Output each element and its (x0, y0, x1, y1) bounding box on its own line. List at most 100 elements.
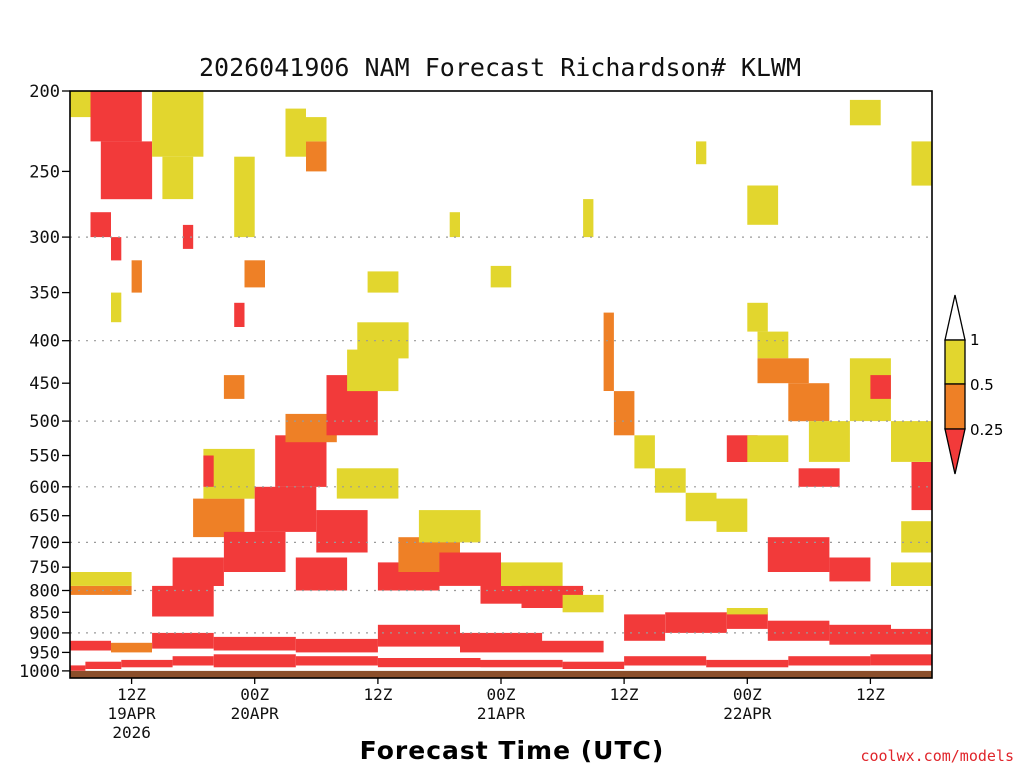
ri-cell-78 (829, 557, 871, 582)
ri-cell-99 (234, 302, 245, 327)
ri-cell-56 (162, 156, 194, 200)
ri-cell-11 (788, 656, 871, 666)
ri-cell-82 (911, 462, 932, 511)
ri-cell-68 (716, 498, 748, 532)
ri-cell-3 (172, 656, 214, 666)
ri-cell-19 (460, 632, 543, 653)
ri-cell-8 (562, 661, 625, 669)
legend-label-1: 1 (970, 331, 980, 349)
x-tick-label-2: 12Z (363, 685, 392, 704)
ri-cell-31 (172, 557, 224, 586)
ri-cell-17 (295, 638, 378, 653)
ri-cell-32 (193, 498, 245, 538)
ri-cell-91 (234, 156, 255, 238)
ri-cell-81 (891, 421, 932, 462)
ri-cell-2 (121, 659, 173, 668)
ri-cell-7 (480, 659, 563, 668)
y-tick-label-250: 250 (29, 162, 60, 182)
ri-cell-25 (767, 620, 830, 641)
ri-cell-26 (829, 624, 891, 645)
ri-cell-94 (203, 455, 214, 487)
ri-cell-95 (285, 108, 306, 157)
legend-label-0.25: 0.25 (970, 421, 1003, 439)
ri-cell-85 (849, 99, 881, 126)
ri-cell-58 (111, 237, 122, 261)
ri-cell-36 (275, 435, 327, 487)
ri-cell-34 (223, 531, 286, 572)
ri-cell-96 (131, 260, 142, 293)
ri-cell-83 (901, 521, 932, 553)
ri-cell-87 (747, 185, 779, 225)
data-cells (70, 91, 932, 678)
ri-cell-23 (726, 612, 768, 629)
legend-swatch-0.5-1 (944, 339, 966, 385)
y-tick-label-950: 950 (29, 643, 60, 663)
ri-cell-74 (788, 383, 830, 422)
legend: 1 0.5 0.25 (944, 294, 1003, 475)
ri-cell-13 (70, 640, 111, 651)
x-tick-date-3: 21APR (477, 704, 526, 723)
legend-arrow-bottom (944, 428, 966, 475)
ri-cell-84 (891, 562, 932, 586)
ri-cell-46 (418, 510, 481, 543)
ri-cell-12 (870, 654, 932, 666)
ri-cell-66 (654, 468, 686, 493)
x-tick-date-1: 20APR (231, 704, 280, 723)
ri-cell-4 (213, 654, 296, 668)
ri-cell-22 (665, 612, 727, 633)
ri-cell-55 (152, 91, 204, 157)
ri-cell-86 (911, 141, 932, 186)
y-tick-label-500: 500 (29, 412, 60, 432)
ri-cell-38 (295, 557, 348, 591)
ri-cell-51 (562, 594, 604, 613)
ri-cell-97 (182, 224, 194, 249)
legend-label-0.5: 0.5 (970, 376, 994, 394)
ri-cell-73 (757, 358, 809, 384)
y-tick-label-750: 750 (29, 558, 60, 578)
ri-cell-28 (70, 585, 132, 595)
ri-cell-27 (891, 628, 932, 645)
ri-cell-53 (100, 141, 153, 200)
legend-swatch-0.25-0.5 (944, 383, 966, 430)
y-tick-label-350: 350 (29, 284, 60, 304)
ri-cell-72 (747, 302, 768, 332)
ri-cell-16 (213, 636, 296, 651)
x-tick-label-3: 00Z (487, 685, 516, 704)
ri-cell-21 (624, 614, 666, 641)
y-axis: 200 250 300 350 400 450 500 550 600 650 700 750 8008… (19, 82, 70, 682)
y-tick-label-400: 400 (29, 332, 60, 352)
ri-cell-39 (316, 510, 368, 553)
x-tick-label-4: 12Z (610, 685, 639, 704)
ri-cell-63 (603, 312, 614, 391)
x-axis-label: Forecast Time (UTC) (360, 736, 665, 765)
ri-cell-75 (808, 421, 850, 462)
ri-cell-80 (870, 375, 891, 399)
ri-cell-18 (377, 624, 460, 647)
ri-cell-88 (696, 141, 707, 165)
ri-cell-54 (70, 91, 91, 118)
ri-cell-0 (70, 665, 86, 671)
ri-cell-71 (757, 331, 789, 359)
ri-cell-35 (254, 486, 317, 532)
x-tick-label-1: 00Z (240, 685, 269, 704)
y-tick-label-700: 700 (29, 533, 60, 553)
ri-cell-76 (798, 468, 840, 487)
y-tick-label-900: 900 (29, 624, 60, 644)
ri-cell-1 (85, 661, 122, 669)
y-tick-label-200: 200 (29, 82, 60, 102)
ri-cell-89 (583, 199, 594, 238)
ri-cell-61 (367, 271, 399, 293)
ri-cell-10 (706, 659, 789, 668)
ri-cell-29 (70, 572, 132, 586)
y-tick-label-550: 550 (29, 447, 60, 467)
ri-cell-92 (244, 260, 265, 288)
x-tick-label-5: 00Z (733, 685, 762, 704)
x-tick-date-0: 19APR (108, 704, 157, 723)
ri-cell-67 (685, 492, 717, 522)
ri-cell-57 (90, 212, 111, 238)
ri-cell-62 (449, 212, 460, 238)
ri-cell-93 (223, 375, 245, 399)
ri-cell-15 (152, 632, 214, 649)
ri-cell-5 (295, 656, 378, 666)
